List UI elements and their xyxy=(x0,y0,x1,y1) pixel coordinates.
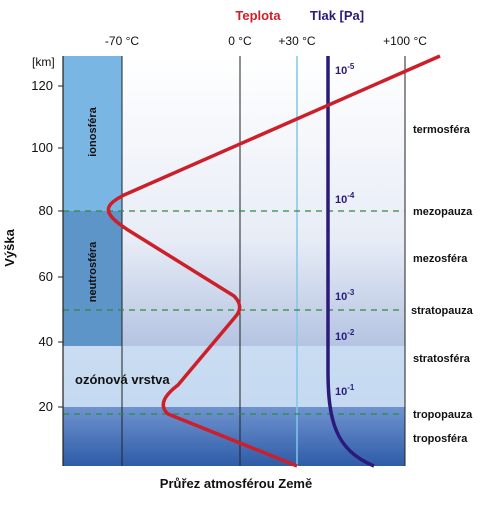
pressure-value-label: 10-4 xyxy=(335,191,355,206)
stratosphere-band xyxy=(63,346,405,407)
troposphere-band xyxy=(63,407,405,466)
neutrosphere-label: neutrosféra xyxy=(87,241,99,302)
temp-tick-label: 0 °C xyxy=(228,34,252,48)
pressure-legend-label: Tlak [Pa] xyxy=(310,8,364,23)
ionosphere-band xyxy=(63,56,122,211)
pressure-value-label: 10-5 xyxy=(335,62,355,77)
y-tick-label: 20 xyxy=(39,399,53,414)
layer-label-stratosphere: stratosféra xyxy=(413,353,471,365)
y-axis-unit: [km] xyxy=(32,55,55,69)
temp-tick-label: -70 °C xyxy=(105,34,139,48)
layer-label-thermosphere: termosféra xyxy=(413,124,471,136)
ionosphere-label: ionosféra xyxy=(87,106,99,156)
y-tick-label: 40 xyxy=(39,334,53,349)
layer-label-troposphere: troposféra xyxy=(413,433,468,445)
y-tick-label: 120 xyxy=(31,78,53,93)
pressure-value-label: 10-1 xyxy=(335,383,355,398)
y-tick-label: 80 xyxy=(39,203,53,218)
diagram-caption: Průřez atmosférou Země xyxy=(160,476,312,491)
y-tick-label: 60 xyxy=(39,269,53,284)
y-tick-label: 100 xyxy=(31,140,53,155)
temperature-curve xyxy=(106,54,441,468)
pressure-value-label: 10-3 xyxy=(335,288,355,303)
layer-label-tropopause: tropopauza xyxy=(413,409,473,421)
pressure-value-label: 10-2 xyxy=(335,328,355,343)
neutrosphere-band xyxy=(63,211,122,346)
pressure-curve xyxy=(326,56,375,468)
temperature-legend-label: Teplota xyxy=(235,8,281,23)
temp-tick-label: +30 °C xyxy=(278,34,315,48)
y-axis-title: Výška xyxy=(2,228,17,266)
y-axis-ticks xyxy=(58,85,63,408)
ozone-layer-label: ozónová vrstva xyxy=(75,372,170,387)
temp-tick-label: +100 °C xyxy=(383,34,427,48)
layer-label-mesopause: mezopauza xyxy=(413,206,473,218)
layer-label-mesosphere: mezosféra xyxy=(413,253,468,265)
layer-label-stratopause: stratopauza xyxy=(411,305,474,317)
